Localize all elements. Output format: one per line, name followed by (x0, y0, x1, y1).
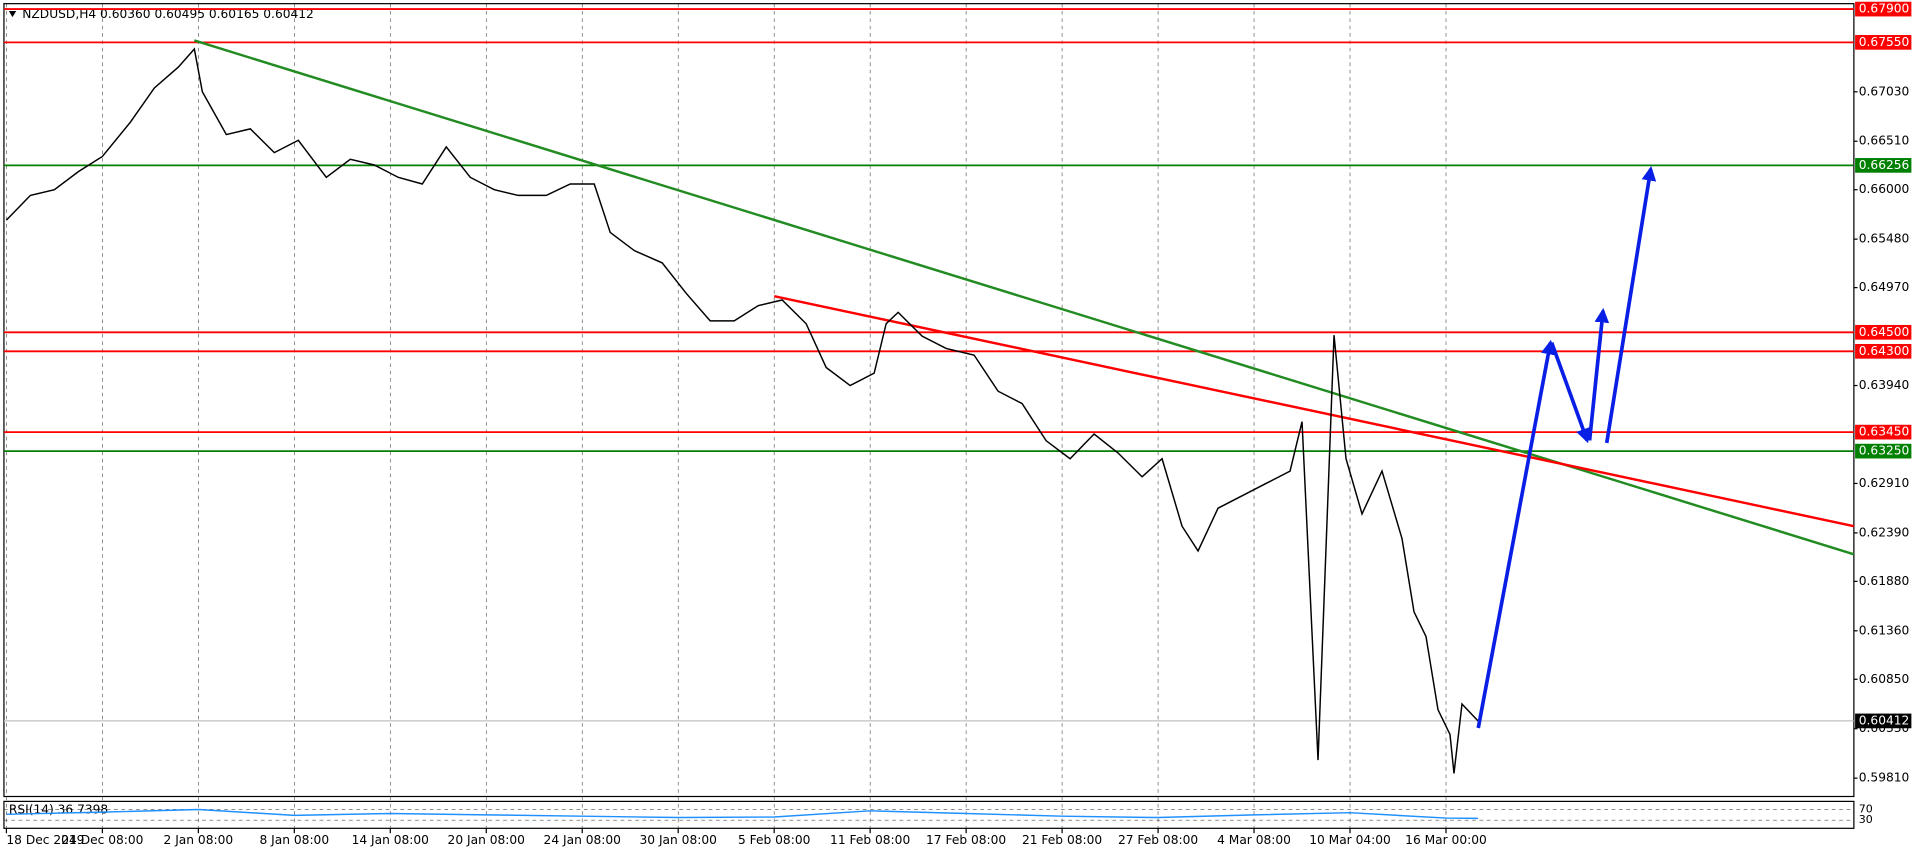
y-tick-label: 0.62910 (1859, 476, 1910, 490)
x-tick-label: 20 Jan 08:00 (448, 833, 525, 847)
level-label: 0.64500 (1859, 325, 1910, 339)
y-tick-label: 0.62390 (1859, 525, 1910, 539)
arrow (1604, 165, 1657, 444)
level-label: 0.64300 (1859, 344, 1910, 358)
x-tick-label: 21 Feb 08:00 (1022, 833, 1102, 847)
level-label-box (1855, 424, 1912, 440)
rsi-tick-label: 30 (1859, 813, 1873, 826)
chart-title: NZDUSD,H4 0.60360 0.60495 0.60165 0.6041… (22, 7, 314, 21)
y-tick-label: 0.61880 (1859, 574, 1910, 588)
x-tick-label: 24 Dec 08:00 (61, 833, 143, 847)
last-price-label: 0.60412 (1859, 713, 1910, 727)
plot-frame (3, 3, 1855, 798)
level-label: 0.63250 (1859, 444, 1910, 458)
level-label: 0.67550 (1859, 35, 1910, 49)
series-line (6, 808, 1478, 820)
level-label: 0.63450 (1859, 425, 1910, 439)
x-tick-label: 8 Jan 08:00 (260, 833, 330, 847)
rsi-frame (3, 800, 1855, 829)
level-label-box (1855, 158, 1912, 173)
level-label-box (1855, 443, 1912, 459)
rsi-tick-label: 70 (1859, 802, 1873, 815)
y-tick-label: 0.61360 (1859, 623, 1910, 637)
x-tick-label: 18 Dec 2019 (6, 833, 84, 847)
level-label-box (1855, 343, 1912, 359)
arrow (1587, 307, 1610, 441)
y-tick-label: 0.65480 (1859, 232, 1910, 246)
trendline (193, 39, 1855, 556)
series-line (5, 47, 1479, 774)
y-tick-label: 0.60850 (1859, 672, 1910, 686)
x-tick-label: 17 Feb 08:00 (926, 833, 1006, 847)
y-tick-label: 0.66000 (1859, 182, 1910, 196)
x-tick-label: 27 Feb 08:00 (1118, 833, 1198, 847)
x-tick-label: 2 Jan 08:00 (164, 833, 234, 847)
y-tick-label: 0.66510 (1859, 134, 1910, 148)
x-tick-label: 11 Feb 08:00 (830, 833, 910, 847)
last-price-box (1855, 713, 1912, 729)
arrow (1476, 339, 1556, 729)
y-tick-label: 0.67030 (1859, 84, 1910, 98)
trendline (773, 294, 1855, 528)
level-label: 0.66256 (1859, 158, 1910, 172)
x-tick-label: 5 Feb 08:00 (738, 833, 810, 847)
menu-triangle (8, 11, 17, 18)
x-tick-label: 30 Jan 08:00 (640, 833, 717, 847)
x-tick-label: 4 Mar 08:00 (1217, 833, 1291, 847)
level-label-box (1855, 1, 1912, 17)
projection-arrows (1476, 165, 1657, 729)
x-tick-label: 24 Jan 08:00 (544, 833, 621, 847)
level-label-box (1855, 35, 1912, 50)
y-tick-label: 0.59810 (1859, 771, 1910, 785)
arrow (1549, 341, 1591, 444)
y-tick-label: 0.63940 (1859, 378, 1910, 392)
x-tick-label: 16 Mar 00:00 (1405, 833, 1487, 847)
y-tick-label: 0.64970 (1859, 280, 1910, 294)
x-tick-label: 14 Jan 08:00 (352, 833, 429, 847)
x-tick-label: 10 Mar 04:00 (1309, 833, 1391, 847)
level-label-box (1855, 324, 1912, 340)
level-label: 0.67900 (1859, 2, 1910, 16)
